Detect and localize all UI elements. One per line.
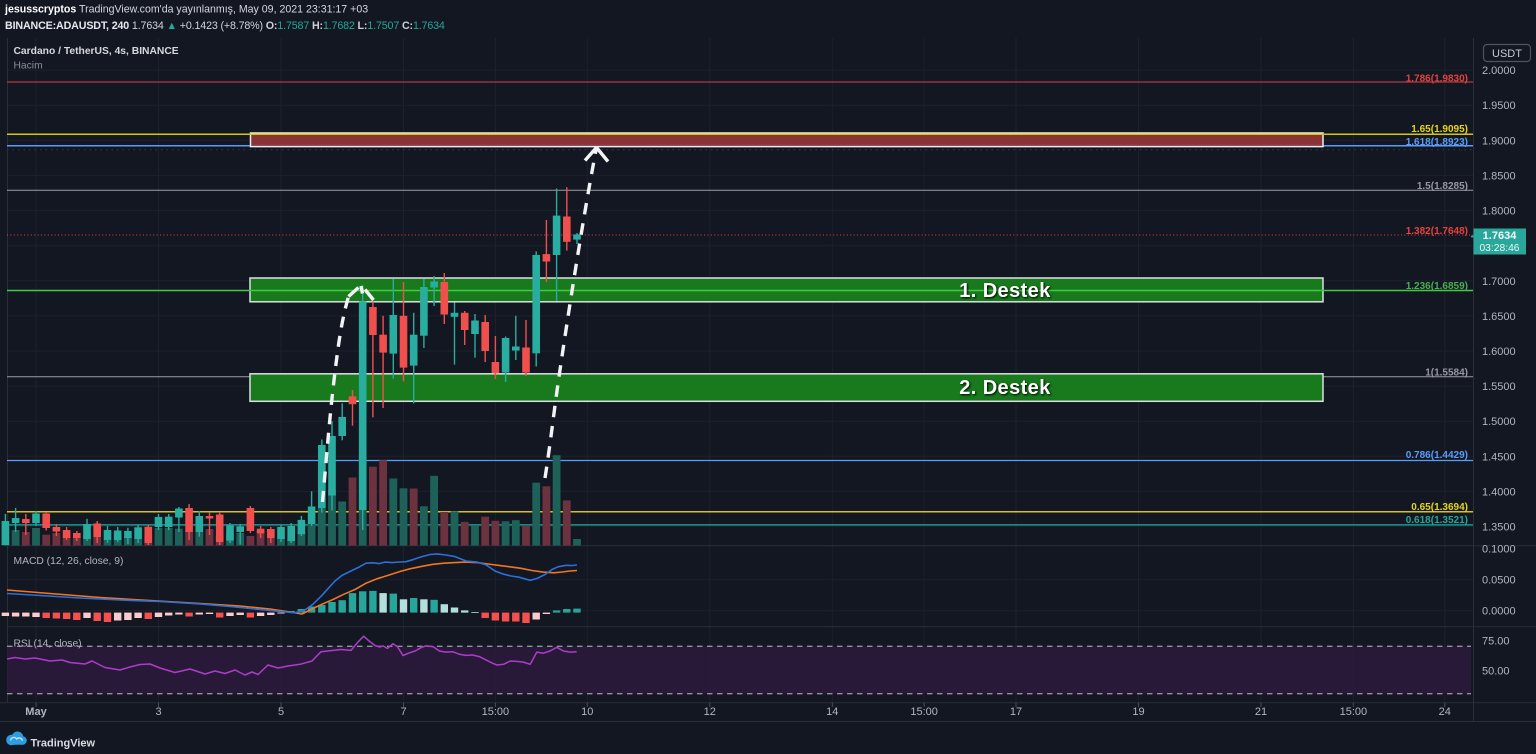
svg-text:0.1000: 0.1000 bbox=[1482, 544, 1516, 556]
svg-text:USDT: USDT bbox=[1492, 48, 1522, 60]
svg-text:15:00: 15:00 bbox=[910, 706, 938, 718]
svg-text:24: 24 bbox=[1439, 706, 1451, 718]
svg-text:jesusscryptos TradingView.com': jesusscryptos TradingView.com'da yayınla… bbox=[4, 4, 368, 16]
svg-text:3: 3 bbox=[155, 706, 161, 718]
svg-text:0.65(1.3694): 0.65(1.3694) bbox=[1411, 502, 1468, 513]
svg-text:1.8000: 1.8000 bbox=[1482, 206, 1516, 218]
svg-text:1.5000: 1.5000 bbox=[1482, 416, 1516, 428]
svg-text:1.9000: 1.9000 bbox=[1482, 135, 1516, 147]
svg-text:0.0500: 0.0500 bbox=[1482, 575, 1516, 587]
svg-text:1.5(1.8285): 1.5(1.8285) bbox=[1417, 181, 1468, 192]
svg-text:1.382(1.7648): 1.382(1.7648) bbox=[1406, 226, 1468, 237]
svg-text:1.65(1.9095): 1.65(1.9095) bbox=[1411, 124, 1468, 135]
svg-text:1.236(1.6859): 1.236(1.6859) bbox=[1406, 281, 1468, 292]
svg-text:50.00: 50.00 bbox=[1482, 665, 1510, 677]
svg-text:7: 7 bbox=[400, 706, 406, 718]
svg-text:Cardano / TetherUS, 4s, BINANC: Cardano / TetherUS, 4s, BINANCE bbox=[14, 46, 179, 57]
svg-text:1. Destek: 1. Destek bbox=[959, 280, 1051, 302]
svg-text:Hacim: Hacim bbox=[14, 61, 43, 72]
svg-text:12: 12 bbox=[704, 706, 716, 718]
svg-text:21: 21 bbox=[1255, 706, 1267, 718]
svg-text:17: 17 bbox=[1010, 706, 1022, 718]
svg-text:75.00: 75.00 bbox=[1482, 636, 1510, 648]
svg-text:TradingView: TradingView bbox=[31, 738, 96, 750]
svg-text:14: 14 bbox=[826, 706, 838, 718]
svg-text:1.5500: 1.5500 bbox=[1482, 381, 1516, 393]
svg-text:1(1.5584): 1(1.5584) bbox=[1425, 368, 1468, 379]
svg-text:1.7634: 1.7634 bbox=[1483, 230, 1518, 242]
svg-text:RSI (14, close): RSI (14, close) bbox=[14, 639, 82, 650]
svg-text:0.0000: 0.0000 bbox=[1482, 606, 1516, 618]
svg-text:15:00: 15:00 bbox=[1340, 706, 1368, 718]
svg-text:May: May bbox=[25, 706, 47, 718]
svg-text:19: 19 bbox=[1132, 706, 1144, 718]
svg-text:0.618(1.3521): 0.618(1.3521) bbox=[1406, 515, 1468, 526]
svg-text:15:00: 15:00 bbox=[482, 706, 510, 718]
svg-text:10: 10 bbox=[581, 706, 593, 718]
svg-text:1.4000: 1.4000 bbox=[1482, 486, 1516, 498]
svg-text:0.786(1.4429): 0.786(1.4429) bbox=[1406, 450, 1468, 461]
svg-text:1.618(1.8923): 1.618(1.8923) bbox=[1406, 137, 1468, 148]
svg-text:2. Destek: 2. Destek bbox=[959, 377, 1051, 399]
svg-text:2.0000: 2.0000 bbox=[1482, 65, 1516, 77]
svg-text:MACD (12, 26, close, 9): MACD (12, 26, close, 9) bbox=[14, 556, 124, 567]
svg-text:1.786(1.9830): 1.786(1.9830) bbox=[1406, 74, 1468, 85]
svg-text:1.8500: 1.8500 bbox=[1482, 170, 1516, 182]
svg-text:1.7000: 1.7000 bbox=[1482, 276, 1516, 288]
svg-text:1.4500: 1.4500 bbox=[1482, 451, 1516, 463]
svg-text:1.6500: 1.6500 bbox=[1482, 311, 1516, 323]
svg-text:5: 5 bbox=[278, 706, 284, 718]
svg-text:BINANCE:ADAUSDT, 240 1.7634 ▲: BINANCE:ADAUSDT, 240 1.7634 ▲ +0.1423 (+… bbox=[5, 20, 445, 32]
svg-text:1.3500: 1.3500 bbox=[1482, 522, 1516, 534]
svg-text:1.6000: 1.6000 bbox=[1482, 346, 1516, 358]
svg-text:03:28:46: 03:28:46 bbox=[1479, 243, 1519, 254]
svg-text:1.9500: 1.9500 bbox=[1482, 100, 1516, 112]
